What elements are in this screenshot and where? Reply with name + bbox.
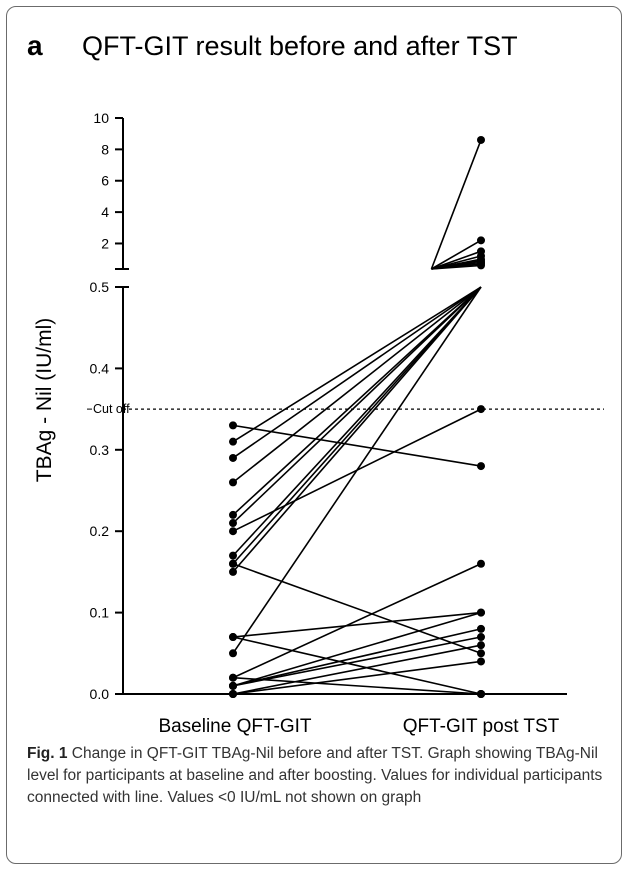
series-line-3 bbox=[232, 286, 482, 483]
point-baseline-0 bbox=[229, 421, 237, 430]
series-line-0 bbox=[232, 424, 482, 467]
point-baseline-4 bbox=[229, 510, 237, 519]
point-post-19 bbox=[477, 657, 485, 666]
series-line-upper-4 bbox=[430, 139, 482, 270]
y-tick-label-upper-3: 8 bbox=[101, 141, 109, 157]
y-tick-label-lower-2: 0.2 bbox=[90, 523, 110, 539]
x-category-label-0: Baseline QFT-GIT bbox=[158, 716, 311, 737]
series-line-7 bbox=[232, 286, 482, 557]
y-tick-label-lower-3: 0.3 bbox=[90, 442, 110, 458]
point-baseline-3 bbox=[229, 478, 237, 487]
series-line-4 bbox=[232, 286, 482, 516]
point-post-14 bbox=[477, 559, 485, 568]
y-tick-label-lower-0: 0.0 bbox=[90, 686, 110, 702]
series-line-14 bbox=[232, 563, 482, 679]
series-line-upper-13 bbox=[431, 264, 482, 270]
point-baseline-20 bbox=[229, 681, 237, 690]
cutoff-label: Cut off bbox=[93, 402, 130, 416]
series-line-10 bbox=[232, 563, 482, 655]
series-line-upper-7 bbox=[430, 239, 482, 270]
caption-label: Fig. 1 bbox=[27, 745, 68, 762]
y-tick-label-lower-5: 0.5 bbox=[90, 279, 110, 295]
point-baseline-5 bbox=[229, 519, 237, 528]
y-axis-label: TBAg - Nil (IU/ml) bbox=[33, 318, 56, 483]
series-line-1 bbox=[232, 286, 482, 443]
x-category-label-1: QFT-GIT post TST bbox=[403, 716, 560, 737]
series-line-20 bbox=[232, 611, 482, 687]
point-baseline-10 bbox=[229, 559, 237, 568]
point-baseline-21 bbox=[229, 690, 237, 698]
point-post-18 bbox=[477, 641, 485, 650]
point-post-6 bbox=[477, 405, 485, 414]
point-post-17 bbox=[477, 633, 485, 642]
point-baseline-9 bbox=[229, 567, 237, 576]
series-line-19 bbox=[232, 660, 482, 695]
series-line-13 bbox=[232, 286, 482, 654]
y-tick-label-upper-0: 2 bbox=[101, 235, 109, 251]
point-post-4 bbox=[477, 135, 485, 144]
point-baseline-2 bbox=[229, 453, 237, 462]
point-post-7 bbox=[477, 236, 485, 245]
point-baseline-7 bbox=[229, 551, 237, 560]
series-line-9 bbox=[232, 286, 482, 573]
y-tick-label-upper-2: 6 bbox=[101, 173, 109, 189]
y-tick-label-upper-1: 4 bbox=[101, 204, 109, 220]
series-line-5 bbox=[232, 286, 482, 524]
point-post-10 bbox=[477, 649, 485, 658]
point-baseline-6 bbox=[229, 527, 237, 536]
series-line-2 bbox=[232, 286, 482, 459]
series-line-15 bbox=[232, 676, 482, 695]
figure-card: a QFT-GIT result before and after TST TB… bbox=[6, 6, 622, 864]
series-line-12 bbox=[232, 636, 482, 695]
series-line-11 bbox=[232, 611, 482, 638]
chart-title: QFT-GIT result before and after TST bbox=[82, 31, 518, 61]
point-baseline-12 bbox=[229, 633, 237, 642]
point-post-20 bbox=[477, 608, 485, 617]
point-post-13 bbox=[477, 261, 485, 270]
panel-label: a bbox=[27, 30, 43, 61]
point-post-16 bbox=[477, 624, 485, 633]
series-line-8 bbox=[232, 286, 482, 565]
series-line-18 bbox=[232, 644, 482, 695]
point-post-0 bbox=[477, 462, 485, 471]
series-line-17 bbox=[232, 636, 482, 687]
point-baseline-1 bbox=[229, 437, 237, 446]
chart: a QFT-GIT result before and after TST TB… bbox=[27, 30, 604, 737]
point-baseline-15 bbox=[229, 673, 237, 682]
y-tick-label-lower-4: 0.4 bbox=[90, 360, 110, 376]
y-tick-label-upper-4: 10 bbox=[93, 110, 109, 126]
point-baseline-13 bbox=[229, 649, 237, 658]
series-line-16 bbox=[232, 628, 482, 687]
figure-caption: Fig. 1 Change in QFT-GIT TBAg-Nil before… bbox=[27, 743, 619, 809]
caption-text: Change in QFT-GIT TBAg-Nil before and af… bbox=[27, 745, 603, 806]
point-post-21 bbox=[477, 690, 485, 698]
y-tick-label-lower-1: 0.1 bbox=[90, 605, 110, 621]
